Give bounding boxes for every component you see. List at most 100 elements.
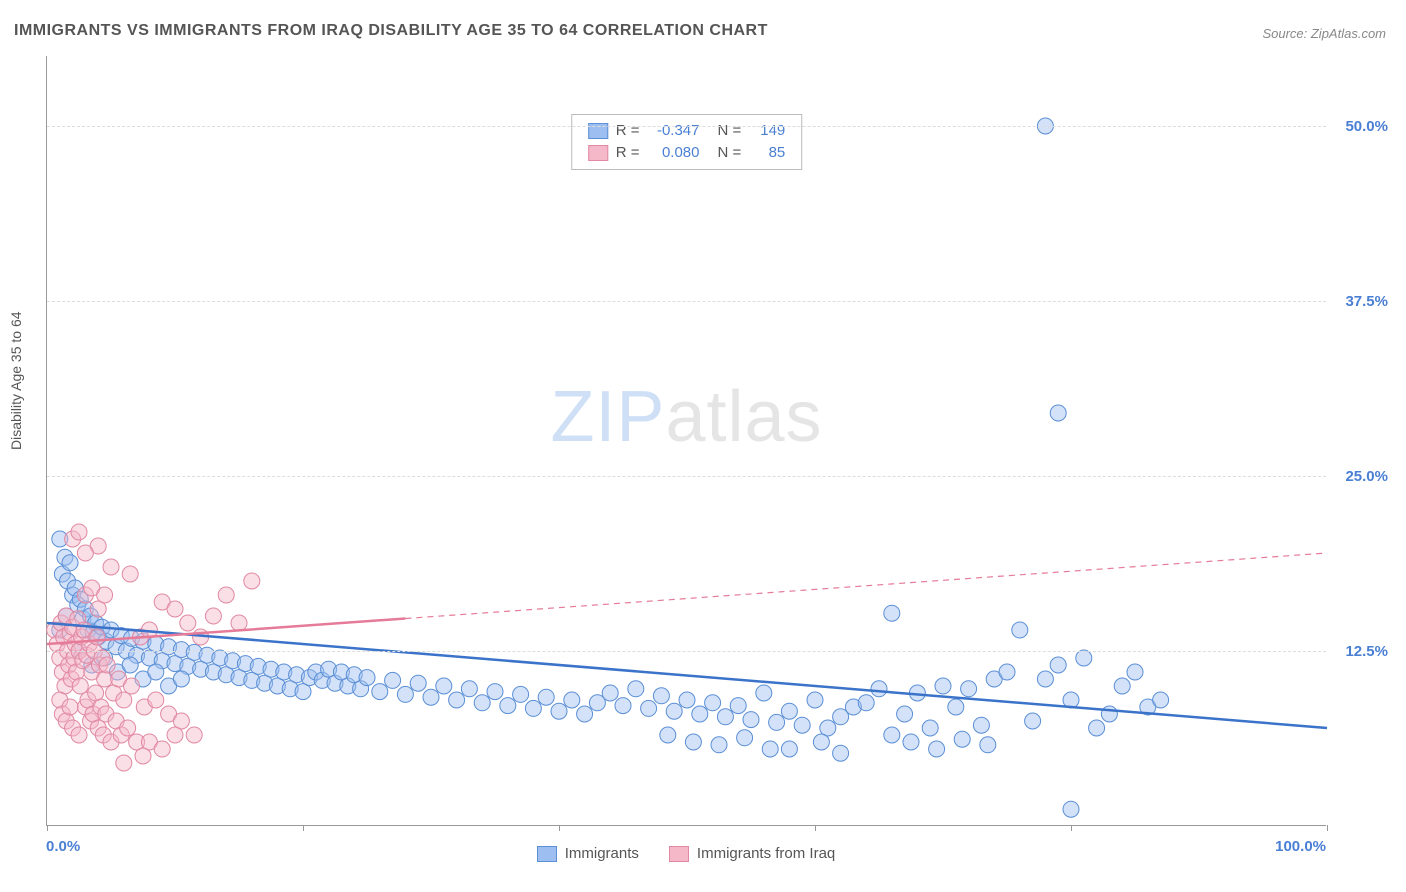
scatter-point (135, 748, 151, 764)
scatter-point (231, 615, 247, 631)
scatter-point (148, 692, 164, 708)
scatter-point (1114, 678, 1130, 694)
scatter-point (705, 695, 721, 711)
source-attribution: Source: ZipAtlas.com (1262, 26, 1386, 41)
scatter-point (1050, 405, 1066, 421)
scatter-point (1050, 657, 1066, 673)
scatter-point (99, 657, 115, 673)
scatter-point (397, 686, 413, 702)
scatter-point (813, 734, 829, 750)
r-label: R = (616, 120, 640, 142)
scatter-point (1153, 692, 1169, 708)
x-tick-mark (815, 825, 816, 831)
scatter-point (72, 678, 88, 694)
scatter-point (180, 615, 196, 631)
scatter-point (97, 587, 113, 603)
scatter-point (762, 741, 778, 757)
y-axis-label: Disability Age 35 to 64 (8, 311, 24, 450)
stats-row-1: R = -0.347 N = 149 (588, 120, 786, 142)
n-label: N = (718, 120, 742, 142)
scatter-point (679, 692, 695, 708)
legend-swatch-2 (669, 846, 689, 862)
scatter-point (62, 699, 78, 715)
scatter-point (1012, 622, 1028, 638)
y-tick-label: 25.0% (1345, 468, 1388, 485)
legend-item-1: Immigrants (537, 845, 639, 862)
gridline-y (47, 301, 1326, 302)
scatter-point (781, 703, 797, 719)
scatter-point (359, 670, 375, 686)
scatter-point (737, 730, 753, 746)
scatter-point (653, 688, 669, 704)
gridline-y (47, 126, 1326, 127)
scatter-point (1076, 650, 1092, 666)
scatter-point (62, 555, 78, 571)
scatter-point (929, 741, 945, 757)
scatter-point (935, 678, 951, 694)
scatter-point (922, 720, 938, 736)
scatter-point (148, 664, 164, 680)
scatter-point (205, 608, 221, 624)
scatter-point (103, 559, 119, 575)
r-label: R = (616, 142, 640, 164)
legend-item-2: Immigrants from Iraq (669, 845, 835, 862)
scatter-point (1127, 664, 1143, 680)
scatter-point (564, 692, 580, 708)
scatter-point (71, 727, 87, 743)
scatter-point (973, 717, 989, 733)
n-label: N = (718, 142, 742, 164)
scatter-point (423, 689, 439, 705)
scatter-point (999, 664, 1015, 680)
scatter-point (538, 689, 554, 705)
scatter-point (743, 712, 759, 728)
scatter-point (628, 681, 644, 697)
x-tick-mark (47, 825, 48, 831)
r-value-1: -0.347 (648, 120, 700, 142)
scatter-point (513, 686, 529, 702)
scatter-point (641, 700, 657, 716)
scatter-point (116, 755, 132, 771)
scatter-point (372, 684, 388, 700)
scatter-point (948, 699, 964, 715)
scatter-point (730, 698, 746, 714)
x-tick-mark (1071, 825, 1072, 831)
scatter-point (122, 566, 138, 582)
scatter-point (980, 737, 996, 753)
scatter-point (961, 681, 977, 697)
scatter-point (685, 734, 701, 750)
y-tick-label: 37.5% (1345, 293, 1388, 310)
chart-title: IMMIGRANTS VS IMMIGRANTS FROM IRAQ DISAB… (14, 22, 768, 40)
legend-label-1: Immigrants (565, 845, 639, 862)
gridline-y (47, 651, 1326, 652)
scatter-point (525, 700, 541, 716)
y-tick-label: 50.0% (1345, 118, 1388, 135)
scatter-point (116, 692, 132, 708)
trend-line-dashed (405, 553, 1327, 619)
x-tick-mark (303, 825, 304, 831)
scatter-point (167, 727, 183, 743)
scatter-svg (47, 56, 1326, 825)
scatter-point (769, 714, 785, 730)
series-legend: Immigrants Immigrants from Iraq (46, 845, 1326, 862)
scatter-point (120, 720, 136, 736)
scatter-point (71, 524, 87, 540)
scatter-point (551, 703, 567, 719)
scatter-point (154, 741, 170, 757)
scatter-point (186, 727, 202, 743)
scatter-point (884, 727, 900, 743)
scatter-point (577, 706, 593, 722)
scatter-point (1037, 671, 1053, 687)
legend-label-2: Immigrants from Iraq (697, 845, 835, 862)
scatter-point (1063, 801, 1079, 817)
scatter-point (692, 706, 708, 722)
legend-swatch-1 (537, 846, 557, 862)
scatter-point (122, 657, 138, 673)
scatter-point (717, 709, 733, 725)
scatter-point (711, 737, 727, 753)
scatter-point (89, 629, 105, 645)
gridline-y (47, 476, 1326, 477)
scatter-point (807, 692, 823, 708)
n-value-1: 149 (749, 120, 785, 142)
x-tick-mark (1327, 825, 1328, 831)
n-value-2: 85 (749, 142, 785, 164)
